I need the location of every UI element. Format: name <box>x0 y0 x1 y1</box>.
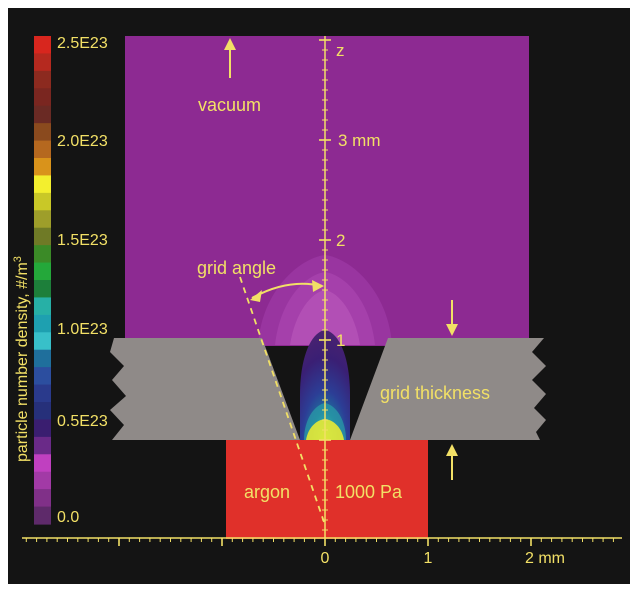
colorbar-segment <box>34 262 51 281</box>
colorbar-segment <box>34 192 51 211</box>
grid-angle-arrow-right <box>312 280 324 292</box>
colorbar-segment <box>34 123 51 142</box>
colorbar-segment <box>34 454 51 473</box>
x-tick-label-2mm: 2 mm <box>525 550 565 567</box>
colorbar-segment <box>34 245 51 264</box>
colorbar-tick-2.0E23: 2.0E23 <box>57 133 108 150</box>
colorbar-segment <box>34 175 51 194</box>
colorbar-segment <box>34 70 51 89</box>
z-axis-label: z <box>336 41 345 60</box>
colorbar-segment <box>34 36 51 55</box>
z-tick-label-3mm: 3 mm <box>338 131 381 150</box>
colorbar-tick-2.5E23: 2.5E23 <box>57 35 108 52</box>
grid-angle-arrow-left <box>250 290 262 302</box>
pressure-label: 1000 Pa <box>335 482 403 502</box>
colorbar-title-superscript: 3 <box>12 256 24 262</box>
x-tick-label-1: 1 <box>424 550 433 567</box>
colorbar-segment <box>34 210 51 229</box>
grid-angle-label: grid angle <box>197 258 276 278</box>
colorbar <box>34 36 51 525</box>
colorbar-segment <box>34 297 51 316</box>
grid-right-wall <box>350 338 546 440</box>
colorbar-segment <box>34 384 51 403</box>
colorbar-tick-0.5E23: 0.5E23 <box>57 413 108 430</box>
colorbar-segment <box>34 419 51 438</box>
colorbar-segment <box>34 489 51 508</box>
argon-label: argon <box>244 482 290 502</box>
colorbar-segment <box>34 88 51 107</box>
colorbar-segment <box>34 436 51 455</box>
colorbar-segment <box>34 367 51 386</box>
colorbar-segment <box>34 53 51 72</box>
colorbar-segment <box>34 402 51 421</box>
colorbar-segment <box>34 332 51 351</box>
grid-thickness-arrow-bottom-head <box>446 444 458 456</box>
colorbar-tick-0.0: 0.0 <box>57 509 79 526</box>
colorbar-tick-1.0E23: 1.0E23 <box>57 321 108 338</box>
vacuum-arrow-head <box>224 38 236 50</box>
z-tick-label-1: 1 <box>336 331 345 350</box>
x-tick-label-0: 0 <box>321 550 330 567</box>
colorbar-segment <box>34 140 51 159</box>
x-axis-ticks <box>25 538 614 546</box>
grid-left-wall <box>110 338 300 440</box>
colorbar-segment <box>34 158 51 177</box>
colorbar-segment <box>34 314 51 333</box>
colorbar-segment <box>34 105 51 124</box>
z-axis-ticks <box>319 39 331 531</box>
colorbar-segment <box>34 227 51 246</box>
grid-thickness-arrow-top-head <box>446 324 458 336</box>
colorbar-tick-1.5E23: 1.5E23 <box>57 232 108 249</box>
vacuum-label: vacuum <box>198 95 261 115</box>
colorbar-title: particle number density, #/m3 <box>12 256 31 462</box>
colorbar-segment <box>34 280 51 299</box>
colorbar-segment <box>34 349 51 368</box>
grid-thickness-label: grid thickness <box>380 383 490 403</box>
colorbar-segment <box>34 506 51 525</box>
z-tick-label-2: 2 <box>336 231 345 250</box>
colorbar-segment <box>34 471 51 490</box>
colorbar-title-text: particle number density, #/m <box>14 262 31 462</box>
